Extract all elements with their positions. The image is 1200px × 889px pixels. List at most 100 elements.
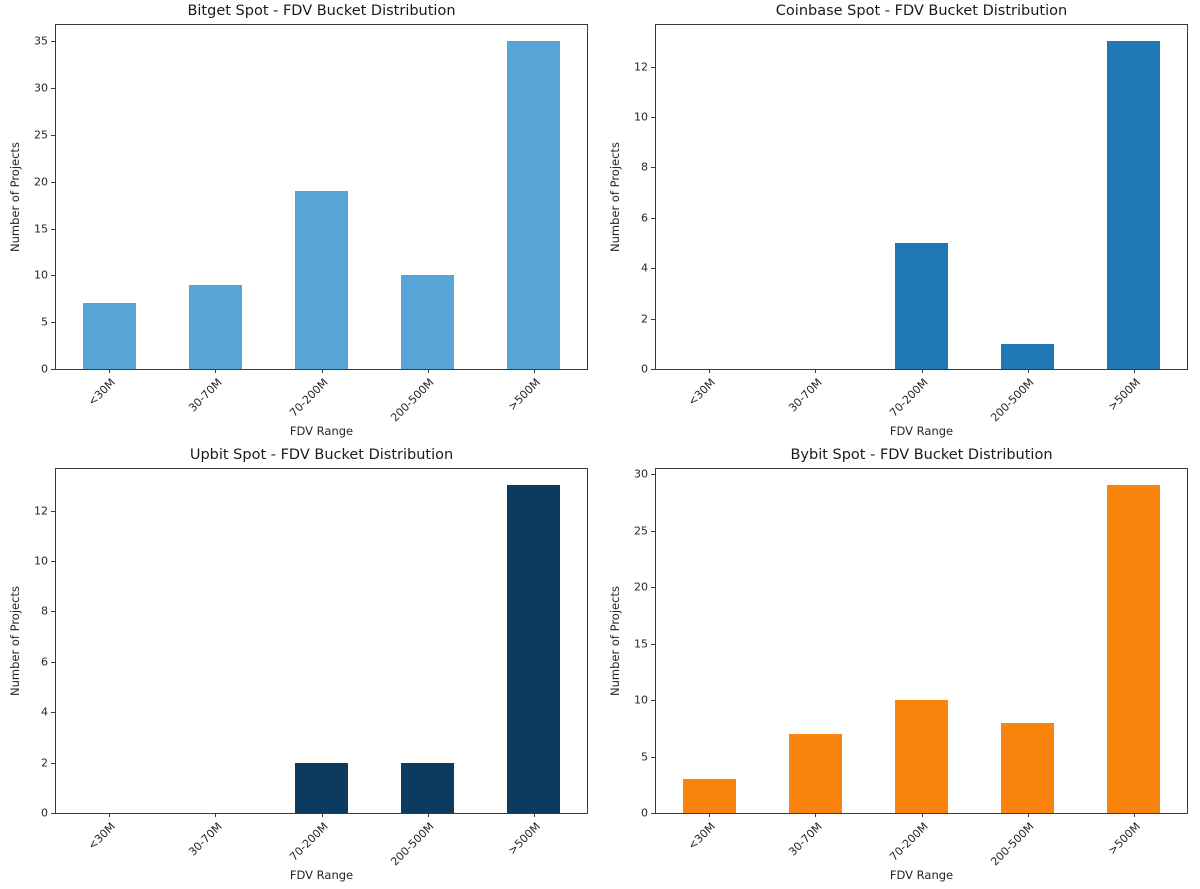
x-axis-label: FDV Range	[889, 868, 954, 882]
y-tick-label: 4	[41, 705, 48, 719]
y-tick	[51, 322, 55, 324]
x-tick	[533, 813, 535, 817]
y-tick	[651, 167, 655, 169]
y-tick	[51, 275, 55, 277]
y-tick-label: 30	[634, 467, 648, 481]
y-tick	[51, 611, 55, 613]
y-tick-label: 0	[641, 362, 648, 376]
x-tick	[109, 813, 111, 817]
x-tick-label: >500M	[505, 820, 544, 858]
y-tick	[651, 369, 655, 370]
y-tick	[651, 813, 655, 814]
y-tick-label: 10	[634, 110, 648, 124]
y-tick-label: 2	[41, 756, 48, 770]
x-tick	[321, 813, 323, 817]
y-axis-label: Number of Projects	[8, 586, 22, 696]
y-tick	[51, 661, 55, 663]
subplot-upbit-spot: Upbit Spot - FDV Bucket Distribution Num…	[0, 444, 600, 889]
y-tick	[51, 134, 55, 136]
y-tick	[51, 510, 55, 512]
subplot-bitget-spot: Bitget Spot - FDV Bucket Distribution Nu…	[0, 0, 600, 444]
x-tick	[1133, 369, 1135, 373]
y-tick-label: 5	[641, 750, 648, 763]
y-tick	[51, 181, 55, 183]
bar-200-500M	[401, 275, 455, 369]
y-tick	[651, 530, 655, 532]
y-axis-label: Number of Projects	[608, 586, 622, 696]
x-tick-label: <30M	[85, 376, 119, 409]
y-axis-label: Number of Projects	[8, 142, 22, 252]
y-tick	[651, 587, 655, 589]
x-tick-label: >500M	[505, 376, 544, 414]
bar-200-500M	[401, 762, 455, 813]
subplot-coinbase-spot: Coinbase Spot - FDV Bucket Distribution …	[600, 0, 1200, 444]
bar-70-200M	[894, 243, 949, 369]
y-tick-label: 20	[34, 175, 48, 189]
chart-title: Bitget Spot - FDV Bucket Distribution	[187, 3, 456, 19]
plot-area: <30M 30-70M 70-200M 200-500M >500M 0 5 10 15 20 25…	[34, 24, 588, 424]
x-tick-label: >500M	[1105, 820, 1144, 858]
y-tick	[651, 268, 655, 270]
bar->500M	[507, 485, 561, 813]
x-tick	[815, 369, 817, 373]
x-tick	[321, 369, 323, 373]
x-tick-label: <30M	[85, 820, 119, 853]
subplot-bybit-spot: Bybit Spot - FDV Bucket Distribution Num…	[600, 444, 1200, 889]
x-tick	[921, 813, 923, 817]
bar->500M	[1107, 41, 1161, 369]
x-tick	[215, 813, 217, 817]
x-tick-label: 70-200M	[287, 376, 331, 420]
x-tick-label: 200-500M	[388, 820, 437, 869]
x-tick	[427, 813, 429, 817]
x-tick	[1027, 813, 1029, 817]
plot-area: <30M 30-70M 70-200M 200-500M >500M 0 5 10 15 20 25…	[634, 468, 1188, 868]
y-tick-label: 0	[41, 362, 48, 376]
chart-title: Upbit Spot - FDV Bucket Distribution	[189, 447, 454, 463]
y-tick-label: 10	[634, 693, 648, 707]
y-tick-label: 12	[634, 60, 648, 74]
x-tick-label: 70-200M	[287, 820, 331, 864]
x-axis-label: FDV Range	[289, 424, 354, 438]
bar-200-500M	[1001, 722, 1055, 813]
bar->500M	[507, 41, 561, 369]
y-tick	[651, 66, 655, 68]
bar-30-70M	[788, 733, 842, 813]
y-tick	[651, 217, 655, 219]
y-tick	[51, 762, 55, 764]
y-tick	[651, 756, 655, 758]
x-tick	[215, 369, 217, 373]
x-tick-label: 30-70M	[185, 376, 225, 415]
y-tick-label: 20	[634, 580, 648, 594]
y-tick-label: 8	[641, 160, 648, 174]
y-tick-label: 4	[641, 261, 648, 275]
y-tick	[651, 318, 655, 320]
y-tick-label: 8	[41, 604, 48, 618]
y-tick	[651, 474, 655, 476]
y-tick-label: 12	[34, 504, 48, 518]
y-tick-label: 35	[34, 34, 48, 48]
bar-70-200M	[894, 700, 949, 813]
x-tick-label: 30-70M	[785, 376, 825, 415]
y-tick	[651, 700, 655, 702]
x-tick-label: <30M	[685, 820, 719, 853]
y-tick-label: 25	[34, 128, 48, 142]
x-axis-label: FDV Range	[289, 868, 354, 882]
y-tick	[51, 560, 55, 562]
y-tick	[651, 116, 655, 118]
y-tick-label: 10	[34, 554, 48, 568]
x-tick-label: 200-500M	[388, 376, 437, 425]
x-tick	[921, 369, 923, 373]
x-tick-label: 200-500M	[988, 376, 1037, 425]
y-tick-label: 0	[41, 806, 48, 820]
x-tick-label: 70-200M	[887, 376, 931, 420]
y-tick-label: 0	[641, 806, 648, 820]
y-tick-label: 6	[41, 655, 48, 669]
y-tick-label: 10	[34, 268, 48, 282]
chart-title: Bybit Spot - FDV Bucket Distribution	[790, 447, 1053, 463]
x-tick	[1133, 813, 1135, 817]
x-axis-label: FDV Range	[889, 424, 954, 438]
bar-30-70M	[188, 284, 242, 369]
bar-200-500M	[1001, 343, 1055, 369]
x-tick	[709, 813, 711, 817]
y-tick-label: 25	[634, 524, 648, 538]
